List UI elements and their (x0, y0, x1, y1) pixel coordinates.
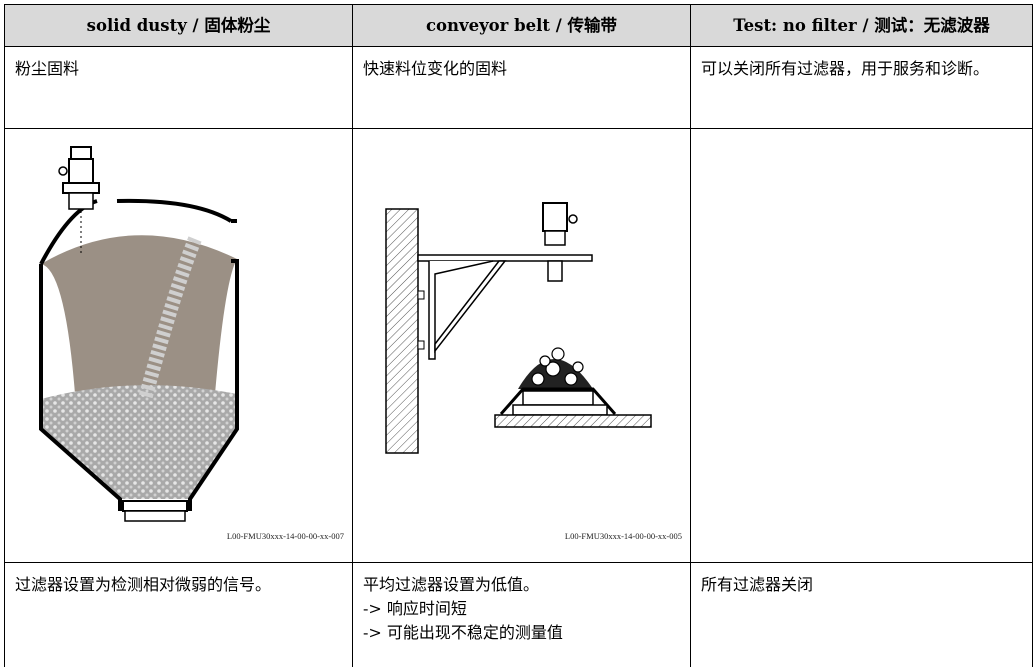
description-row: 粉尘固料 快速料位变化的固料 可以关闭所有过滤器，用于服务和诊断。 (5, 47, 1033, 129)
note-cell: 平均过滤器设置为低值。-> 响应时间短-> 可能出现不稳定的测量值 (353, 563, 691, 667)
figure-cell: L00-FMU30xxx-14-00-00-xx-007 (5, 129, 353, 563)
description-cell: 可以关闭所有过滤器，用于服务和诊断。 (691, 47, 1033, 129)
note-line: -> 响应时间短 (363, 597, 680, 621)
description-cell: 快速料位变化的固料 (353, 47, 691, 129)
figure-caption: L00-FMU30xxx-14-00-00-xx-005 (565, 524, 682, 548)
header-row: solid dusty / 固体粉尘 conveyor belt / 传输带 T… (5, 5, 1033, 47)
note-row: 过滤器设置为检测相对微弱的信号。 平均过滤器设置为低值。-> 响应时间短-> 可… (5, 563, 1033, 667)
note-line: -> 可能出现不稳定的测量值 (363, 621, 680, 645)
figure-row: L00-FMU30xxx-14-00-00-xx-007 (5, 129, 1033, 563)
note-cell: 过滤器设置为检测相对微弱的信号。 (5, 563, 353, 667)
header-cell: Test: no filter / 测试：无滤波器 (691, 5, 1033, 47)
figure-cell: L00-FMU30xxx-14-00-00-xx-005 (353, 129, 691, 563)
note-line: 过滤器设置为检测相对微弱的信号。 (15, 573, 342, 597)
header-cell: solid dusty / 固体粉尘 (5, 5, 353, 47)
settings-table: solid dusty / 固体粉尘 conveyor belt / 传输带 T… (4, 4, 1033, 667)
page: {"table": { "header": ["solid dusty / 固体… (0, 0, 1036, 646)
silo-illustration (5, 129, 352, 562)
note-cell: 所有过滤器关闭 (691, 563, 1033, 667)
figure-cell (691, 129, 1033, 563)
description-cell: 粉尘固料 (5, 47, 353, 129)
note-line: 所有过滤器关闭 (701, 573, 1022, 597)
figure-caption: L00-FMU30xxx-14-00-00-xx-007 (227, 524, 344, 548)
conveyor-illustration (353, 129, 690, 562)
header-cell: conveyor belt / 传输带 (353, 5, 691, 47)
note-line: 平均过滤器设置为低值。 (363, 573, 680, 597)
